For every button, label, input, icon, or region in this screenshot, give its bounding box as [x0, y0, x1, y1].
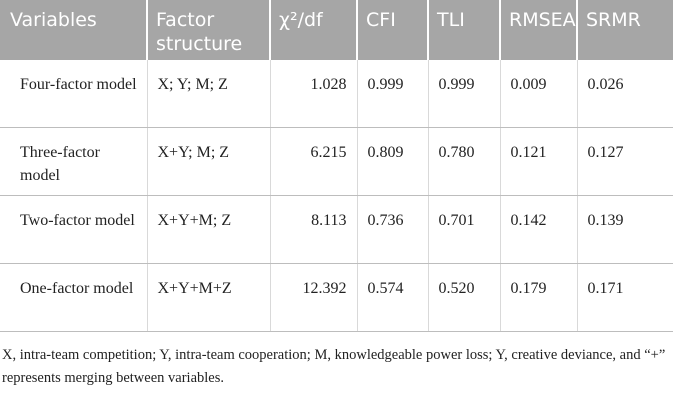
table-cell: 0.999 — [427, 60, 500, 128]
table-cell: 0.009 — [499, 60, 577, 128]
table-cell: X+Y; M; Z — [146, 127, 270, 196]
header-cell: Factor structure — [146, 0, 270, 60]
table-cell: X+Y+M; Z — [146, 195, 270, 264]
table-cell: 0.701 — [427, 195, 500, 264]
table-cell: 1.028 — [269, 60, 357, 128]
table-row: Four-factor model X; Y; M; Z 1.028 0.999 0.9… — [0, 60, 673, 128]
table-cell: 0.121 — [499, 127, 577, 196]
table-row: Three-factor model X+Y; M; Z 6.215 0.809 0.7… — [0, 127, 673, 196]
data-table: Variables Factor structure χ²/df CFI TLI RMSE… — [0, 0, 673, 332]
table-cell: 0.809 — [356, 127, 428, 196]
table-row: Two-factor model X+Y+M; Z 8.113 0.736 0.701 0… — [0, 195, 673, 264]
table-cell: 0.520 — [427, 263, 500, 332]
table-cell: 0.026 — [576, 60, 673, 128]
header-cell: RMSEA — [499, 0, 577, 60]
table-cell: Two-factor model — [0, 195, 147, 264]
header-cell: SRMR — [576, 0, 673, 60]
table-cell: 8.113 — [269, 195, 357, 264]
table-cell: Three-factor model — [0, 127, 147, 196]
table-cell: 0.179 — [499, 263, 577, 332]
footnote: X, intra-team competition; Y, intra-team… — [2, 347, 666, 386]
table-cell: 0.171 — [576, 263, 673, 332]
table-cell: 0.574 — [356, 263, 428, 332]
table-body: Four-factor model X; Y; M; Z 1.028 0.999 0.9… — [0, 60, 673, 332]
table-cell: X; Y; M; Z — [146, 60, 270, 128]
header-cell: CFI — [356, 0, 428, 60]
table-cell: Four-factor model — [0, 60, 147, 128]
table-cell: 12.392 — [269, 263, 357, 332]
table-cell: X+Y+M+Z — [146, 263, 270, 332]
table-cell: 0.139 — [576, 195, 673, 264]
header-cell: Variables — [0, 0, 147, 60]
table-cell: 0.999 — [356, 60, 428, 128]
header-cell: TLI — [427, 0, 500, 60]
table-cell: 0.142 — [499, 195, 577, 264]
table-cell: 0.127 — [576, 127, 673, 196]
header-row: Variables Factor structure χ²/df CFI TLI RMSE… — [0, 0, 673, 60]
table-cell: 0.736 — [356, 195, 428, 264]
table-row: One-factor model X+Y+M+Z 12.392 0.574 0.520 0… — [0, 263, 673, 332]
table-cell: One-factor model — [0, 263, 147, 332]
header-cell: χ²/df — [269, 0, 357, 60]
table-cell: 0.780 — [427, 127, 500, 196]
table-cell: 6.215 — [269, 127, 357, 196]
